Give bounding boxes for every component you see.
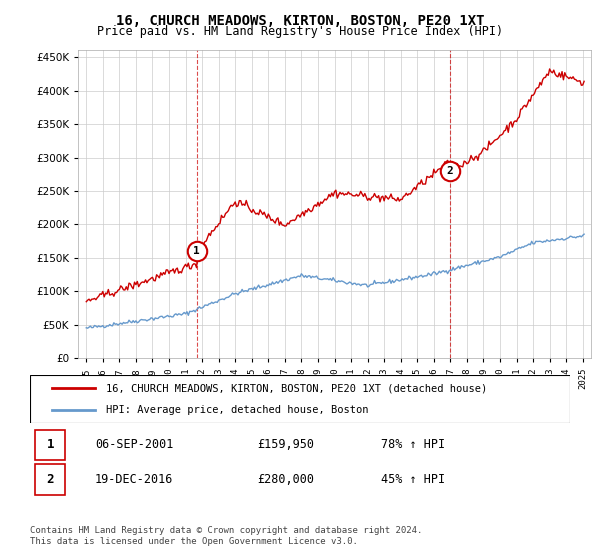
Text: HPI: Average price, detached house, Boston: HPI: Average price, detached house, Bost… [106, 405, 368, 415]
Text: 45% ↑ HPI: 45% ↑ HPI [381, 473, 445, 486]
Text: 19-DEC-2016: 19-DEC-2016 [95, 473, 173, 486]
Text: 78% ↑ HPI: 78% ↑ HPI [381, 438, 445, 451]
Text: £280,000: £280,000 [257, 473, 314, 486]
Text: £159,950: £159,950 [257, 438, 314, 451]
Text: 2: 2 [47, 473, 54, 486]
FancyBboxPatch shape [30, 375, 570, 423]
Text: 16, CHURCH MEADOWS, KIRTON, BOSTON, PE20 1XT (detached house): 16, CHURCH MEADOWS, KIRTON, BOSTON, PE20… [106, 383, 487, 393]
Text: Contains HM Land Registry data © Crown copyright and database right 2024.
This d: Contains HM Land Registry data © Crown c… [30, 526, 422, 546]
Text: 1: 1 [47, 438, 54, 451]
Text: 16, CHURCH MEADOWS, KIRTON, BOSTON, PE20 1XT: 16, CHURCH MEADOWS, KIRTON, BOSTON, PE20… [116, 14, 484, 28]
FancyBboxPatch shape [35, 464, 65, 494]
Text: 1: 1 [193, 246, 200, 256]
FancyBboxPatch shape [35, 430, 65, 460]
Text: 2: 2 [446, 166, 453, 176]
Text: 06-SEP-2001: 06-SEP-2001 [95, 438, 173, 451]
Text: Price paid vs. HM Land Registry's House Price Index (HPI): Price paid vs. HM Land Registry's House … [97, 25, 503, 38]
